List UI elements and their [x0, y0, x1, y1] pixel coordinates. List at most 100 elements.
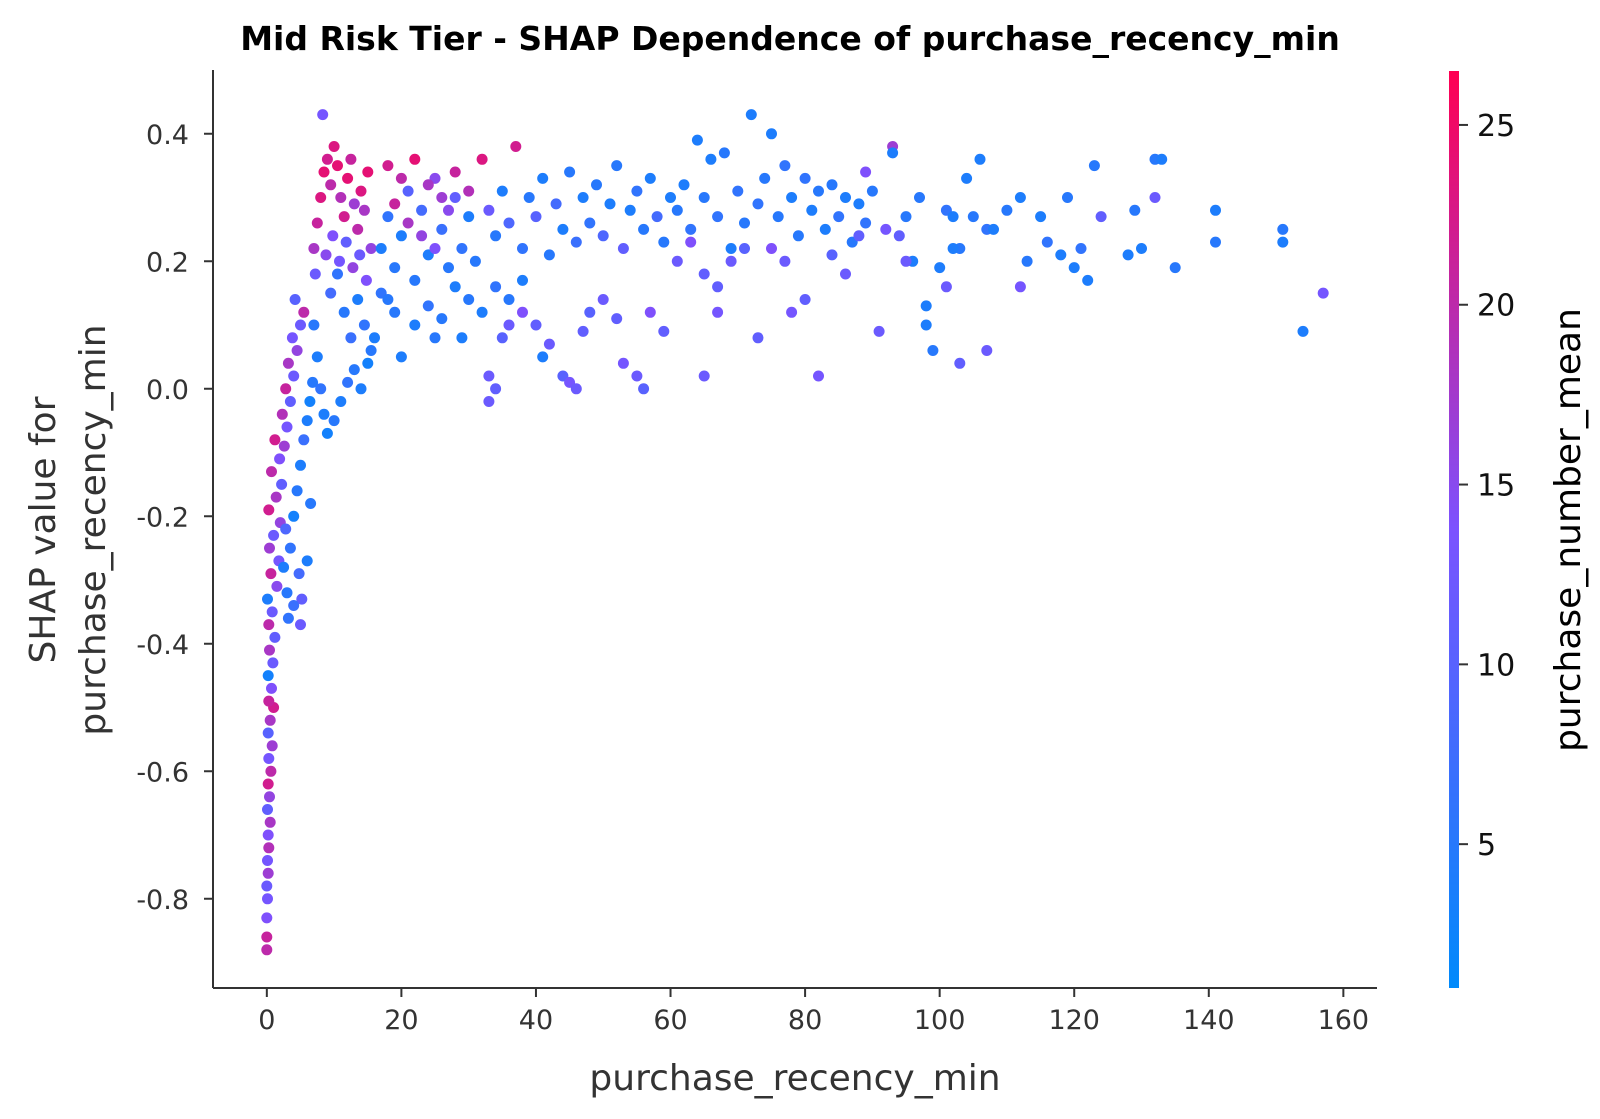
- scatter-point: [282, 357, 294, 369]
- scatter-point: [286, 332, 298, 344]
- scatter-point: [705, 153, 717, 165]
- scatter-point: [360, 274, 372, 286]
- scatter-point: [449, 166, 461, 178]
- scatter-point: [342, 172, 354, 184]
- scatter-point: [786, 192, 798, 203]
- scatter-point: [974, 153, 986, 165]
- scatter-point: [691, 134, 703, 146]
- scatter-point: [826, 179, 838, 191]
- scatter-point: [900, 255, 912, 267]
- scatter-point: [1297, 325, 1309, 337]
- scatter-point: [266, 682, 277, 694]
- scatter-point: [295, 619, 306, 631]
- scatter-point: [813, 185, 824, 197]
- y-tick-label: -0.4: [136, 630, 189, 661]
- scatter-point: [291, 485, 303, 497]
- colorbar-label: purchase_number_mean: [1548, 308, 1589, 752]
- scatter-point: [496, 332, 508, 344]
- x-tick-label: 20: [384, 1005, 418, 1036]
- scatter-point: [264, 791, 275, 803]
- scatter-point: [927, 345, 939, 356]
- scatter-point: [914, 192, 925, 203]
- scatter-point: [262, 867, 274, 879]
- scatter-point: [301, 415, 313, 427]
- scatter-point: [617, 243, 629, 254]
- scatter-point: [813, 370, 824, 382]
- scatter-point: [274, 453, 286, 465]
- y-tick-label: -0.6: [136, 757, 189, 788]
- scatter-point: [1021, 255, 1033, 267]
- scatter-point: [1082, 274, 1094, 286]
- scatter-point: [266, 466, 277, 478]
- scatter-point: [358, 204, 370, 216]
- scatter-point: [335, 192, 347, 203]
- scatter-point: [268, 529, 280, 541]
- scatter-point: [304, 396, 316, 407]
- x-tick-label: 40: [519, 1005, 553, 1036]
- scatter-point: [265, 568, 277, 580]
- scatter-point: [335, 396, 347, 407]
- scatter-point: [685, 223, 697, 235]
- scatter-point: [1095, 211, 1107, 223]
- scatter-point: [402, 217, 414, 229]
- scatter-point: [1055, 249, 1067, 261]
- scatter-point: [327, 230, 339, 242]
- scatter-point: [345, 332, 357, 344]
- scatter-point: [631, 185, 643, 197]
- scatter-point: [278, 440, 290, 452]
- scatter-point: [840, 192, 851, 203]
- scatter-point: [503, 294, 515, 305]
- scatter-point: [1129, 204, 1141, 216]
- scatter-point: [826, 249, 838, 261]
- scatter-point: [1156, 153, 1168, 165]
- x-tick-label: 160: [1318, 1005, 1370, 1036]
- scatter-point: [530, 319, 542, 331]
- scatter-point: [281, 587, 293, 599]
- x-axis-ticks: 0 20 40 60 80 100 120 140 160: [258, 988, 1369, 1036]
- scatter-point: [429, 332, 441, 344]
- scatter-point: [291, 345, 303, 356]
- scatter-point: [1014, 192, 1026, 203]
- scatter-point: [276, 478, 288, 490]
- scatter-point: [395, 230, 407, 242]
- scatter-point: [358, 319, 370, 331]
- scatter-point: [340, 236, 352, 248]
- scatter-point: [866, 185, 878, 197]
- scatter-point: [577, 192, 589, 203]
- x-tick-label: 60: [653, 1005, 687, 1036]
- scatter-point: [893, 230, 905, 242]
- scatter-point: [1035, 211, 1047, 223]
- scatter-point: [443, 262, 454, 274]
- scatter-point: [293, 568, 305, 580]
- scatter-point: [309, 268, 321, 280]
- scatter-point: [463, 211, 475, 223]
- y-tick-label: 0.4: [146, 120, 189, 151]
- x-tick-label: 0: [258, 1005, 275, 1036]
- scatter-point: [786, 306, 798, 318]
- scatter-point: [604, 198, 616, 210]
- scatter-point: [517, 274, 528, 286]
- scatter-point: [490, 230, 502, 242]
- scatter-point: [456, 243, 468, 254]
- scatter-point: [264, 816, 276, 828]
- scatter-point: [961, 172, 973, 184]
- scatter-point: [298, 434, 310, 446]
- x-tick-label: 80: [788, 1005, 822, 1036]
- scatter-point: [262, 804, 273, 815]
- scatter-point: [537, 351, 549, 363]
- scatter-point: [348, 364, 360, 376]
- scatter-point: [503, 319, 515, 331]
- scatter-point: [860, 166, 872, 178]
- scatter-point: [422, 300, 434, 312]
- scatter-point: [375, 243, 387, 254]
- scatter-point: [725, 255, 737, 267]
- scatter-point: [262, 829, 274, 841]
- scatter-point: [269, 631, 281, 643]
- scatter-point: [584, 306, 596, 318]
- scatter-point: [262, 893, 273, 905]
- scatter-point: [352, 223, 364, 235]
- scatter-point: [443, 204, 454, 216]
- scatter-point: [1041, 236, 1053, 248]
- scatter-point: [698, 192, 710, 203]
